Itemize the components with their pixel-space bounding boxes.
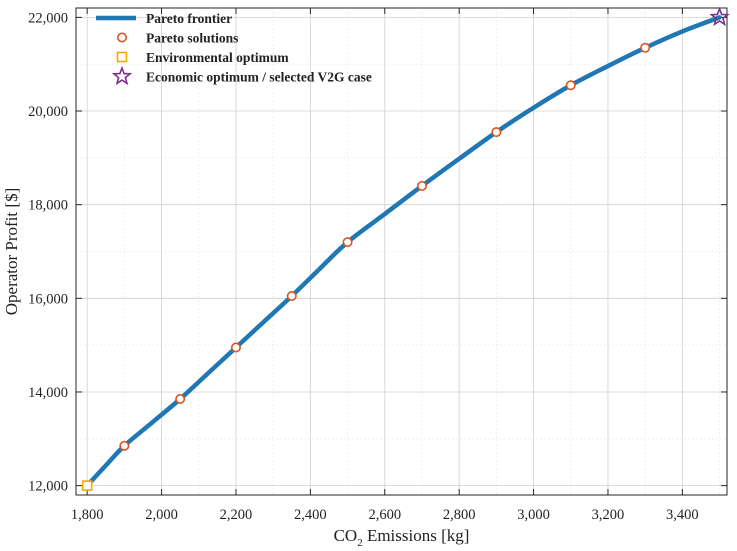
x-tick-label: 3,000: [517, 507, 550, 523]
legend-item: Pareto frontier: [96, 11, 232, 26]
y-axis-label: Operator Profit [$]: [2, 188, 21, 315]
legend-swatch-star: [111, 65, 133, 86]
x-tick-label: 2,200: [220, 507, 253, 523]
x-axis-label-rest: Emissions [kg]: [363, 526, 470, 545]
legend-label: Pareto frontier: [146, 11, 232, 26]
x-axis-label-sub: 2: [357, 537, 363, 549]
y-tick-label: 22,000: [28, 10, 68, 26]
y-tick-label: 14,000: [28, 385, 68, 401]
legend: Pareto frontier Pareto solutions Environme…: [96, 11, 372, 86]
legend-swatch-circle: [117, 32, 128, 43]
pareto-solution-point: [342, 237, 353, 248]
environmental-optimum-marker: [81, 480, 93, 491]
axis-ticks: 1,800 2,000 2,200 2,400 2,600 2,800 3,000 3,200…: [28, 8, 727, 523]
x-axis-label: CO2 Emissions [kg]: [334, 526, 470, 549]
x-tick-label: 1,800: [71, 507, 104, 523]
x-tick-label: 3,200: [592, 507, 625, 523]
legend-item: Environmental optimum: [116, 50, 289, 65]
pareto-solution-point: [416, 180, 427, 191]
y-tick-label: 16,000: [28, 291, 68, 307]
y-tick-label: 12,000: [28, 479, 68, 495]
x-tick-label: 2,800: [443, 507, 476, 523]
plot-frame: [75, 7, 728, 496]
x-tick-label: 2,000: [145, 507, 178, 523]
pareto-solution-point: [119, 440, 130, 451]
legend-swatch-square: [116, 51, 128, 63]
legend-item: Economic optimum / selected V2G case: [111, 65, 372, 86]
pareto-solution-point: [640, 42, 651, 53]
pareto-solution-point: [175, 394, 186, 405]
legend-label: Pareto solutions: [146, 31, 238, 46]
x-tick-label: 2,400: [294, 507, 327, 523]
x-tick-label: 3,400: [666, 507, 699, 523]
y-tick-label: 18,000: [28, 198, 68, 214]
pareto-solution-point: [491, 127, 502, 138]
x-axis-label-main: CO: [334, 526, 358, 545]
legend-label: Economic optimum / selected V2G case: [146, 70, 372, 85]
series: [81, 6, 730, 491]
legend-label: Environmental optimum: [146, 50, 289, 65]
pareto-solution-point: [286, 290, 297, 301]
pareto-solution-point: [230, 342, 241, 353]
economic-optimum-marker: [709, 6, 730, 27]
y-tick-label: 20,000: [28, 104, 68, 120]
x-tick-label: 2,600: [368, 507, 401, 523]
pareto-solution-point: [565, 80, 576, 91]
legend-item: Pareto solutions: [117, 31, 238, 46]
